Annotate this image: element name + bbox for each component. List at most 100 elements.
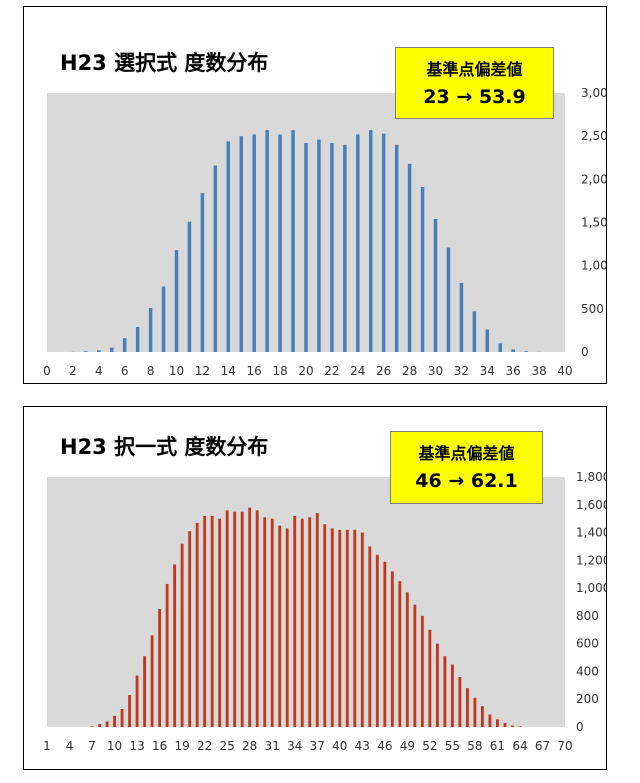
bar	[195, 522, 199, 727]
x-tick-label: 34	[287, 739, 302, 753]
bar	[405, 592, 409, 727]
bar	[488, 714, 492, 727]
bar	[84, 351, 88, 352]
bar	[428, 629, 432, 727]
x-tick-label: 8	[147, 364, 155, 378]
x-tick-label: 24	[350, 364, 365, 378]
bar	[225, 510, 229, 727]
bar	[213, 165, 218, 352]
bar	[330, 143, 334, 352]
callout-value: 23 → 53.9	[423, 86, 526, 108]
y-tick-label: 1,500	[581, 216, 606, 230]
plot-area	[47, 477, 565, 727]
x-tick-label: 18	[272, 364, 287, 378]
bar	[98, 724, 101, 727]
x-tick-label: 12	[195, 364, 210, 378]
x-tick-label: 6	[121, 364, 129, 378]
bar	[165, 583, 169, 727]
bar	[450, 664, 454, 727]
bar	[472, 311, 477, 352]
threshold-callout: 基準点偏差値 46 → 62.1	[390, 431, 543, 504]
bar	[390, 571, 394, 727]
y-tick-label: 500	[581, 302, 604, 316]
x-tick-label: 46	[377, 739, 392, 753]
x-tick-label: 1	[43, 739, 51, 753]
callout-value: 46 → 62.1	[415, 470, 518, 492]
x-tick-label: 55	[445, 739, 460, 753]
bar	[148, 307, 153, 352]
x-tick-label: 58	[467, 739, 482, 753]
bar	[498, 343, 502, 352]
y-tick-label: 2,000	[581, 172, 606, 186]
y-tick-label: 600	[576, 637, 599, 651]
bar	[518, 726, 522, 727]
threshold-callout: 基準点偏差値 23 → 53.9	[395, 47, 554, 119]
x-tick-label: 22	[197, 739, 212, 753]
x-tick-label: 43	[355, 739, 370, 753]
bar	[150, 635, 154, 727]
bar	[465, 688, 469, 727]
bar	[188, 531, 192, 727]
x-tick-label: 36	[506, 364, 521, 378]
x-tick-label: 25	[220, 739, 235, 753]
bar	[304, 143, 308, 352]
bar	[485, 329, 490, 352]
bar	[360, 532, 364, 727]
bar	[105, 721, 109, 727]
x-tick-label: 26	[376, 364, 391, 378]
bar	[161, 286, 166, 352]
x-tick-label: 16	[152, 739, 167, 753]
bar	[263, 517, 267, 727]
bar	[473, 697, 477, 727]
bar	[233, 511, 237, 727]
bar	[265, 130, 269, 352]
bar	[375, 554, 379, 727]
bar	[496, 719, 499, 727]
bar	[323, 524, 327, 727]
bar	[173, 564, 177, 727]
bar	[345, 529, 349, 727]
bar	[90, 726, 94, 727]
bar	[338, 529, 342, 727]
bar	[135, 675, 139, 727]
y-tick-label: 1,000	[576, 581, 606, 595]
x-tick-label: 13	[129, 739, 144, 753]
y-tick-label: 1,600	[576, 498, 606, 512]
bar	[433, 219, 438, 352]
bar	[394, 144, 399, 352]
bar	[443, 656, 447, 727]
bar	[291, 130, 295, 352]
y-tick-label: 800	[576, 609, 599, 623]
y-tick-label: 400	[576, 664, 599, 678]
y-tick-label: 0	[581, 345, 589, 359]
bar	[180, 543, 184, 727]
bar	[330, 528, 334, 727]
bar	[278, 134, 282, 352]
bar	[458, 677, 462, 727]
chart-svg-selective: 0 2 4 6 8 10 12 14 16 18 20 22 24 26 28 30 32 34 36 38 40050…	[43, 86, 606, 378]
bar	[315, 513, 319, 727]
bar	[113, 715, 116, 727]
bar	[120, 708, 124, 727]
bar	[369, 130, 373, 352]
x-tick-label: 32	[454, 364, 469, 378]
bar	[248, 507, 252, 727]
bar	[343, 144, 347, 352]
x-tick-label: 52	[422, 739, 437, 753]
x-tick-label: 20	[298, 364, 313, 378]
x-tick-label: 0	[43, 364, 51, 378]
bar	[200, 193, 205, 352]
chart-svg-multiple-choice: 1 4 7 10 13 16 19 22 25 28 31 34 37 40 43 46 49 52 55 58 61 6…	[43, 470, 606, 753]
bar	[459, 282, 464, 352]
bar	[187, 221, 192, 352]
chart-panel-multiple-choice: 1 4 7 10 13 16 19 22 25 28 31 34 37 40 43 46 49 52 55 58 61 6…	[23, 406, 607, 770]
x-tick-label: 28	[402, 364, 417, 378]
x-tick-label: 22	[324, 364, 339, 378]
y-tick-label: 1,200	[576, 553, 606, 567]
y-tick-label: 0	[576, 720, 584, 734]
bar	[255, 510, 259, 727]
x-tick-label: 38	[531, 364, 546, 378]
bar	[398, 581, 402, 727]
bar	[135, 326, 140, 352]
x-tick-label: 4	[66, 739, 74, 753]
